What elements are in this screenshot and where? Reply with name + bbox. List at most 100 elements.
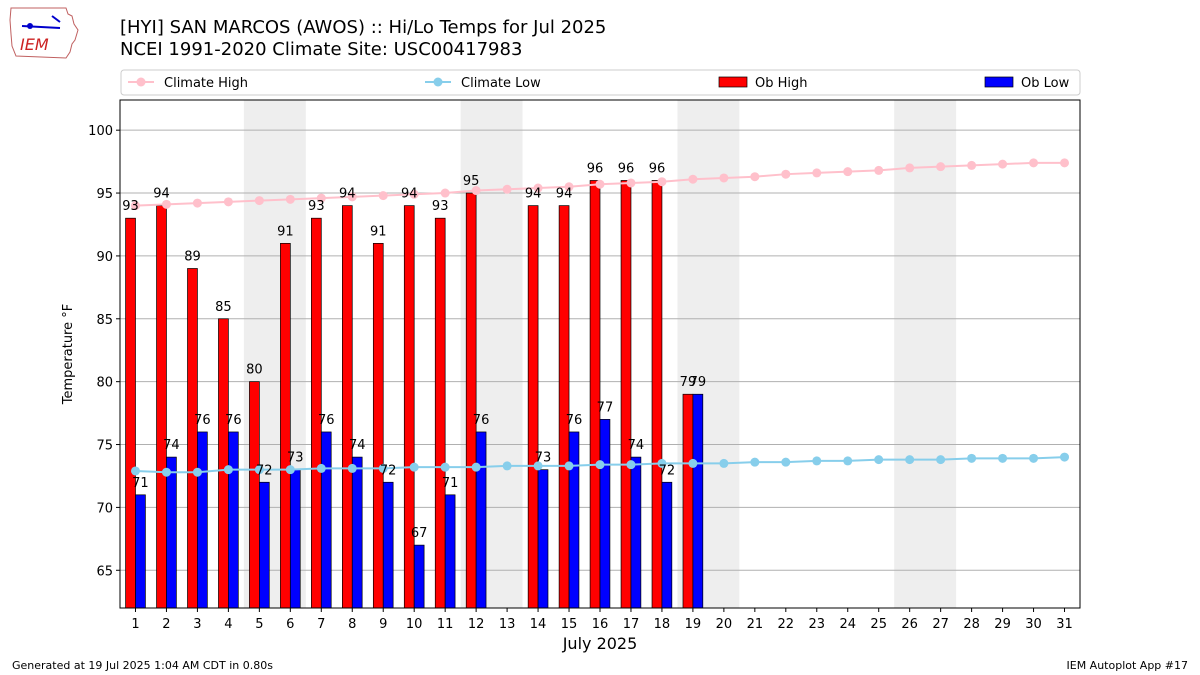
legend-label: Ob High <box>755 76 808 91</box>
ob-low-label: 72 <box>659 463 676 478</box>
legend-label: Climate High <box>164 76 248 91</box>
x-tick-label: 27 <box>932 617 949 632</box>
ob-low-label: 72 <box>380 463 397 478</box>
ob-low-label: 74 <box>163 438 180 453</box>
ob-high-label: 93 <box>122 199 139 214</box>
climate-high-point <box>378 191 388 201</box>
legend-label: Climate Low <box>461 76 541 91</box>
x-axis-label: July 2025 <box>562 634 638 653</box>
logo-text: IEM <box>20 35 49 54</box>
x-tick-label: 23 <box>809 617 826 632</box>
climate-high-point <box>781 169 791 179</box>
y-tick-label: 100 <box>88 124 113 139</box>
climate-low-point <box>161 467 171 477</box>
ob-low-bar <box>135 494 146 609</box>
legend-marker <box>433 77 443 87</box>
x-tick-label: 19 <box>685 617 702 632</box>
ob-low-bar <box>259 481 270 609</box>
ob-high-bar <box>558 205 570 609</box>
y-tick-label: 90 <box>96 250 113 265</box>
climate-high-point <box>874 165 884 175</box>
climate-low-point <box>998 453 1008 463</box>
ob-low-label: 71 <box>132 476 149 491</box>
x-tick-label: 20 <box>716 617 733 632</box>
climate-low-point <box>688 458 698 468</box>
climate-high-point <box>564 182 574 192</box>
x-tick-label: 12 <box>468 617 485 632</box>
ob-low-bar <box>382 481 394 609</box>
ob-low-bar <box>568 431 580 609</box>
ob-low-bar <box>537 469 549 609</box>
ob-high-label: 93 <box>308 199 325 214</box>
climate-low-point <box>781 457 791 467</box>
x-tick-label: 13 <box>499 617 516 632</box>
chart-title: [HYI] SAN MARCOS (AWOS) :: Hi/Lo Temps f… <box>120 17 607 38</box>
ob-high-label: 80 <box>246 363 263 378</box>
ob-high-bar <box>218 318 229 609</box>
ob-low-label: 72 <box>256 463 273 478</box>
x-tick-label: 30 <box>1025 617 1042 632</box>
ob-high-label: 96 <box>649 161 666 176</box>
ob-high-label: 85 <box>215 300 232 315</box>
climate-high-point <box>254 196 264 206</box>
legend-label: Ob Low <box>1021 76 1070 91</box>
ob-low-label: 77 <box>597 400 614 415</box>
climate-low-point <box>440 462 450 472</box>
ob-high-bar <box>125 217 136 609</box>
x-tick-label: 4 <box>224 617 232 632</box>
climate-low-point <box>812 456 822 466</box>
x-tick-label: 22 <box>778 617 795 632</box>
climate-high-point <box>688 174 698 184</box>
climate-high-point <box>285 194 295 204</box>
climate-high-point <box>719 173 729 183</box>
ob-high-bar <box>651 180 663 609</box>
climate-high-point <box>502 184 512 194</box>
ob-high-label: 93 <box>432 199 449 214</box>
legend-swatch <box>718 76 748 88</box>
iem-logo: IEM <box>8 6 80 60</box>
ob-low-label: 76 <box>194 413 211 428</box>
x-tick-label: 6 <box>286 617 294 632</box>
ob-high-bar <box>341 205 353 609</box>
ob-high-bar <box>682 393 694 609</box>
x-tick-label: 29 <box>994 617 1011 632</box>
ob-low-label: 76 <box>225 413 242 428</box>
footer-app: IEM Autoplot App #17 <box>1066 659 1189 672</box>
climate-low-point <box>378 463 388 473</box>
ob-low-bar <box>630 456 642 609</box>
ob-low-label: 79 <box>690 375 707 390</box>
ob-low-label: 74 <box>349 438 366 453</box>
x-tick-label: 3 <box>193 617 201 632</box>
footer-generated: Generated at 19 Jul 2025 1:04 AM CDT in … <box>12 659 273 672</box>
climate-low-point <box>533 461 543 471</box>
ob-low-label: 76 <box>473 413 490 428</box>
ob-low-bar <box>197 431 208 609</box>
climate-high-point <box>905 163 915 173</box>
climate-high-point <box>471 186 481 196</box>
climate-low-point <box>130 466 140 476</box>
ob-high-label: 94 <box>401 187 418 202</box>
x-tick-label: 2 <box>162 617 170 632</box>
ob-high-bar <box>280 242 291 609</box>
ob-low-label: 73 <box>535 451 552 466</box>
climate-low-point <box>750 457 760 467</box>
ob-low-bar <box>166 456 177 609</box>
climate-low-point <box>502 461 512 471</box>
climate-high-point <box>967 160 977 170</box>
chart-subtitle: NCEI 1991-2020 Climate Site: USC00417983 <box>120 39 523 60</box>
legend-marker <box>136 77 146 87</box>
ob-high-label: 94 <box>339 187 356 202</box>
climate-low-point <box>192 467 202 477</box>
climate-low-point <box>223 465 233 475</box>
ob-low-bar <box>289 469 301 609</box>
y-tick-label: 85 <box>96 313 113 328</box>
ob-high-label: 95 <box>463 174 480 189</box>
climate-high-point <box>936 162 946 172</box>
x-tick-label: 7 <box>317 617 325 632</box>
ob-low-bar <box>228 431 239 609</box>
ob-high-label: 94 <box>153 187 170 202</box>
climate-high-point <box>409 189 419 199</box>
ob-high-label: 89 <box>184 249 201 264</box>
climate-low-point <box>1060 452 1070 462</box>
ob-low-bar <box>320 431 332 609</box>
